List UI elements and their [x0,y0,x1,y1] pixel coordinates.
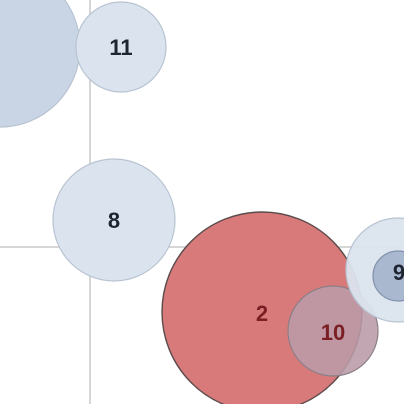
bubble-9-circle [372,250,404,302]
bubble-11-circle [75,1,167,93]
bubble-unlabeled-left[interactable] [0,0,81,128]
bubble-2-label: 2 [256,301,268,326]
bubble-9[interactable]: 9 [372,250,404,302]
bubble-9-label: 9 [393,260,404,285]
bubble-11[interactable]: 11 [75,1,167,93]
bubble-unlabeled-left-circle [0,0,81,128]
bubble-8[interactable]: 8 [52,158,176,282]
bubble-10-label: 10 [321,320,345,345]
bubble-10-circle [287,285,379,377]
bubble-10[interactable]: 10 [287,285,379,377]
bubble-8-label: 8 [108,208,120,233]
bubble-8-circle [52,158,176,282]
bubble-11-label: 11 [109,35,132,60]
